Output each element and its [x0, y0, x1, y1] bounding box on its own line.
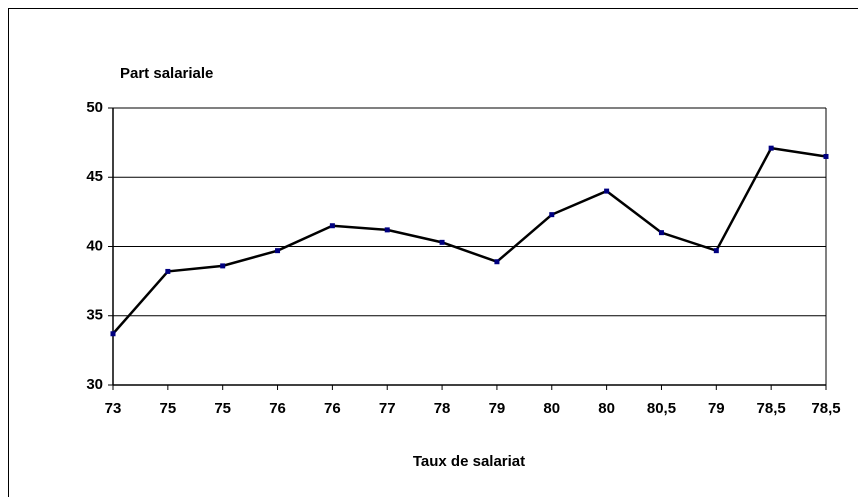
x-tick-label: 77 [379, 400, 396, 417]
x-tick-label: 80 [543, 400, 560, 417]
marker [494, 259, 500, 265]
x-tick-label: 78 [434, 400, 451, 417]
marker [658, 230, 664, 236]
y-axis-label: Part salariale [120, 65, 213, 82]
x-axis-label: Taux de salariat [413, 453, 525, 470]
marker [713, 248, 719, 254]
x-tick-label: 78,5 [811, 400, 840, 417]
y-tick-label: 40 [86, 237, 103, 254]
x-tick-label: 76 [324, 400, 341, 417]
marker [329, 223, 335, 229]
x-tick-label: 75 [214, 400, 231, 417]
marker [439, 239, 445, 245]
marker [823, 153, 829, 159]
x-tick-label: 80 [598, 400, 615, 417]
y-tick-label: 30 [86, 376, 103, 393]
marker [604, 188, 610, 194]
x-tick-label: 73 [105, 400, 122, 417]
marker [165, 268, 171, 274]
marker [549, 212, 555, 218]
y-tick-label: 45 [86, 168, 103, 185]
marker [275, 248, 281, 254]
marker [384, 227, 390, 233]
marker [768, 145, 774, 151]
x-tick-label: 75 [160, 400, 177, 417]
x-tick-label: 79 [489, 400, 506, 417]
y-tick-label: 35 [86, 307, 103, 324]
x-tick-label: 78,5 [757, 400, 786, 417]
y-tick-label: 50 [86, 99, 103, 116]
x-tick-label: 76 [269, 400, 286, 417]
x-tick-label: 80,5 [647, 400, 676, 417]
line [112, 146, 827, 335]
x-tick-label: 79 [708, 400, 725, 417]
marker [220, 263, 226, 269]
marker [110, 331, 116, 337]
